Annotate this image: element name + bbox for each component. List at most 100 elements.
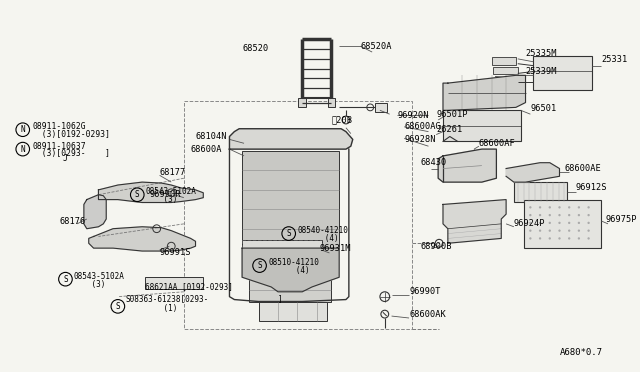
Text: 96975P: 96975P <box>605 215 637 224</box>
Polygon shape <box>89 227 195 251</box>
Text: 96990T: 96990T <box>409 287 440 296</box>
Text: S: S <box>135 190 140 199</box>
Text: 08911-10637: 08911-10637 <box>33 142 86 151</box>
Bar <box>492 57 516 65</box>
Circle shape <box>588 214 590 216</box>
Circle shape <box>548 230 551 232</box>
Text: S: S <box>116 302 120 311</box>
Circle shape <box>588 206 590 209</box>
Polygon shape <box>506 163 559 182</box>
Circle shape <box>548 206 551 209</box>
Circle shape <box>539 206 541 209</box>
Text: 96920N: 96920N <box>397 110 429 120</box>
Polygon shape <box>230 129 353 149</box>
Bar <box>328 98 335 108</box>
Circle shape <box>529 230 532 232</box>
Circle shape <box>558 206 561 209</box>
Text: 68600AF: 68600AF <box>479 139 516 148</box>
Circle shape <box>588 237 590 240</box>
Text: 68900B: 68900B <box>420 242 452 251</box>
Text: 68600AG: 68600AG <box>404 122 441 131</box>
Circle shape <box>568 214 570 216</box>
Text: S08363-61238[0293-: S08363-61238[0293- <box>125 294 209 303</box>
Bar <box>533 56 591 90</box>
Text: 26261: 26261 <box>436 125 463 134</box>
Circle shape <box>558 222 561 224</box>
Circle shape <box>568 206 570 209</box>
Circle shape <box>529 206 532 209</box>
Polygon shape <box>84 195 106 229</box>
Text: N: N <box>20 125 25 134</box>
Bar <box>375 103 387 112</box>
Circle shape <box>529 222 532 224</box>
Circle shape <box>588 230 590 232</box>
Circle shape <box>529 237 532 240</box>
Text: (3): (3) <box>145 195 177 204</box>
Bar <box>495 76 520 84</box>
Bar <box>249 277 332 301</box>
Text: (3): (3) <box>73 279 106 289</box>
Text: 68621AA [0192-0293]: 68621AA [0192-0293] <box>145 282 233 291</box>
Bar <box>242 240 322 275</box>
Circle shape <box>539 237 541 240</box>
Bar <box>298 98 306 108</box>
Circle shape <box>568 222 570 224</box>
Text: 68600A: 68600A <box>191 145 222 154</box>
Text: 08540-41210: 08540-41210 <box>298 226 348 235</box>
Circle shape <box>539 214 541 216</box>
Text: 96931M: 96931M <box>320 244 351 253</box>
Text: 96924P: 96924P <box>514 219 545 228</box>
Text: 96912S: 96912S <box>576 183 607 192</box>
Text: 25339M: 25339M <box>525 67 557 76</box>
Circle shape <box>578 230 580 232</box>
Text: 隆20B: 隆20B <box>332 115 353 125</box>
Text: 08543-5102A: 08543-5102A <box>145 187 196 196</box>
Text: S: S <box>63 275 68 284</box>
Bar <box>184 100 412 329</box>
Text: (4): (4) <box>268 266 310 275</box>
Text: 25335M: 25335M <box>525 49 557 58</box>
Circle shape <box>548 222 551 224</box>
Text: ]: ] <box>278 294 283 303</box>
Bar <box>493 67 518 74</box>
Polygon shape <box>443 200 506 243</box>
Bar <box>242 240 322 275</box>
Text: (1): (1) <box>145 304 177 313</box>
Bar <box>514 182 567 202</box>
Text: (4): (4) <box>298 234 339 243</box>
Text: 68177: 68177 <box>159 168 186 177</box>
Circle shape <box>568 230 570 232</box>
Circle shape <box>558 230 561 232</box>
Bar <box>242 151 339 248</box>
Circle shape <box>578 206 580 209</box>
Circle shape <box>578 222 580 224</box>
Bar <box>145 277 204 289</box>
Text: A680*0.7: A680*0.7 <box>559 349 602 357</box>
Text: S: S <box>257 261 262 270</box>
Text: 08911-1062G: 08911-1062G <box>33 122 86 131</box>
Circle shape <box>578 237 580 240</box>
Text: 96928N: 96928N <box>404 135 436 144</box>
Text: 08543-5102A: 08543-5102A <box>73 272 124 281</box>
Text: 96501: 96501 <box>531 104 557 113</box>
Circle shape <box>548 214 551 216</box>
Circle shape <box>529 214 532 216</box>
Text: 96501P: 96501P <box>436 110 468 119</box>
Text: 96990R: 96990R <box>150 190 181 199</box>
Text: 68520A: 68520A <box>360 42 392 51</box>
Text: S: S <box>286 229 291 238</box>
Circle shape <box>558 214 561 216</box>
Bar <box>524 200 601 248</box>
Text: (3)[0192-0293]: (3)[0192-0293] <box>33 130 111 139</box>
Text: 68104N: 68104N <box>195 132 227 141</box>
Circle shape <box>539 230 541 232</box>
Text: 08510-41210: 08510-41210 <box>268 258 319 267</box>
Polygon shape <box>99 182 204 202</box>
Bar <box>443 110 521 141</box>
Text: 68176: 68176 <box>60 217 86 227</box>
Text: 68600AE: 68600AE <box>564 164 601 173</box>
Text: 96991S: 96991S <box>159 248 191 257</box>
Circle shape <box>558 237 561 240</box>
Circle shape <box>539 222 541 224</box>
Text: J: J <box>63 154 67 163</box>
